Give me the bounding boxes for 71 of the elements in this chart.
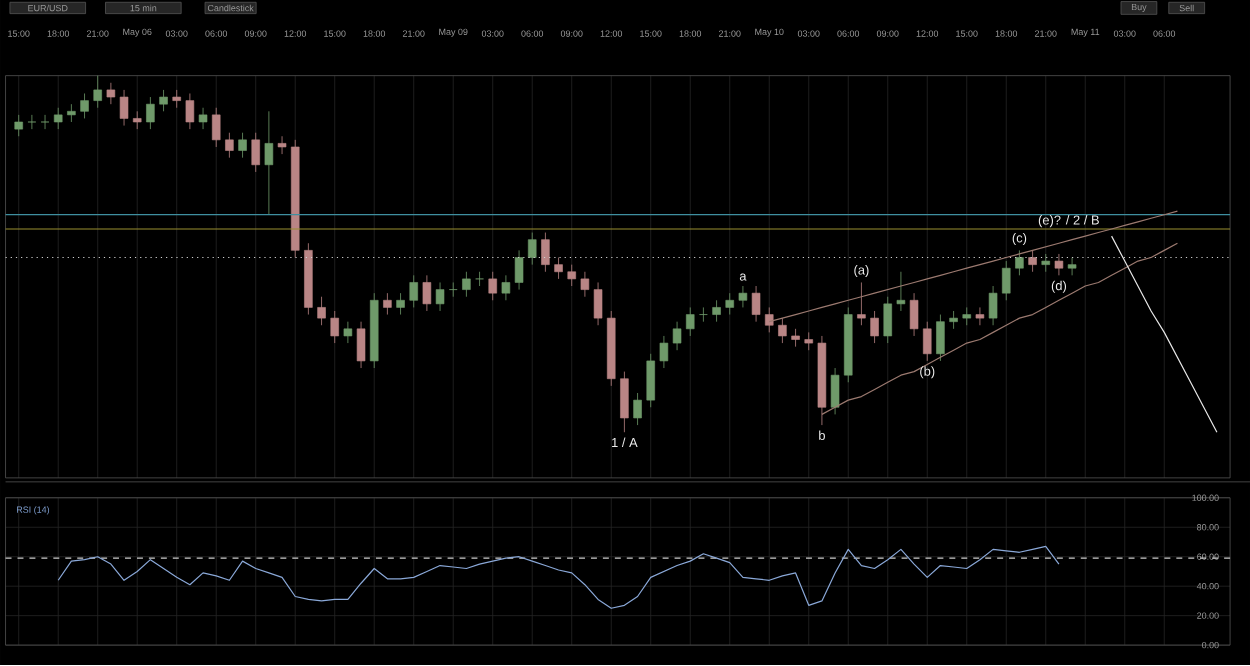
candlestick xyxy=(778,318,787,344)
candlestick xyxy=(264,111,274,216)
candlestick xyxy=(172,89,181,109)
candlestick xyxy=(712,300,721,323)
candlestick xyxy=(159,89,168,113)
candlestick xyxy=(738,286,748,309)
candlestick xyxy=(67,104,76,123)
candlestick xyxy=(620,371,629,434)
candlestick xyxy=(1041,254,1050,273)
candlestick xyxy=(567,264,576,287)
candlestick xyxy=(501,275,511,302)
candlestick xyxy=(685,307,695,337)
candlestick xyxy=(870,311,879,344)
candlestick xyxy=(514,250,524,291)
candlestick xyxy=(93,75,102,109)
candlestick xyxy=(646,353,655,409)
candlestick xyxy=(225,132,234,159)
candlestick xyxy=(593,282,603,327)
candlestick xyxy=(132,111,142,130)
candlestick xyxy=(857,282,866,327)
candlestick xyxy=(936,314,945,362)
candlestick xyxy=(53,107,63,130)
candlestick xyxy=(80,93,89,120)
candlestick xyxy=(14,114,23,138)
candlestick xyxy=(1028,250,1037,273)
candlestick xyxy=(317,296,326,327)
candlestick xyxy=(923,321,932,362)
candlestick xyxy=(396,293,405,316)
candlestick xyxy=(751,286,761,323)
candlestick xyxy=(40,114,50,130)
candlestick xyxy=(896,271,906,312)
candlestick xyxy=(554,257,563,280)
candlestick xyxy=(883,296,892,344)
candlestick xyxy=(238,132,247,159)
candlestick xyxy=(633,393,642,426)
candlestick xyxy=(541,232,550,273)
candlestick xyxy=(580,271,590,298)
candlestick xyxy=(909,293,919,337)
candlestick xyxy=(725,293,734,316)
candlestick xyxy=(146,97,155,130)
candlestick xyxy=(422,275,432,312)
candlestick xyxy=(804,332,813,352)
candlestick xyxy=(1054,254,1064,277)
candlestick xyxy=(251,132,260,173)
candlestick xyxy=(211,107,221,148)
candlestick xyxy=(988,286,998,327)
candlestick xyxy=(435,282,445,312)
candlestick xyxy=(488,271,497,302)
candlestick xyxy=(830,368,840,416)
candlestick xyxy=(106,82,116,106)
candlestick xyxy=(975,307,985,327)
candlestick xyxy=(962,307,971,327)
candlestick xyxy=(409,275,418,309)
candlestick xyxy=(1067,257,1077,277)
candlestick xyxy=(198,107,208,130)
candlestick xyxy=(185,93,195,130)
candlestick xyxy=(527,232,537,266)
candlestick xyxy=(764,307,774,334)
candlestick xyxy=(949,311,958,330)
candlestick xyxy=(343,321,353,344)
candlestick xyxy=(1015,250,1024,277)
candlestick xyxy=(119,89,129,127)
candlestick xyxy=(27,114,37,130)
candlestick xyxy=(791,328,800,348)
candlestick xyxy=(356,321,366,369)
candlestick xyxy=(462,271,471,298)
candlestick xyxy=(277,136,287,155)
candlestick xyxy=(383,293,392,316)
candlestick xyxy=(475,271,484,287)
candlestick xyxy=(1002,261,1011,302)
candlestick xyxy=(330,311,339,344)
